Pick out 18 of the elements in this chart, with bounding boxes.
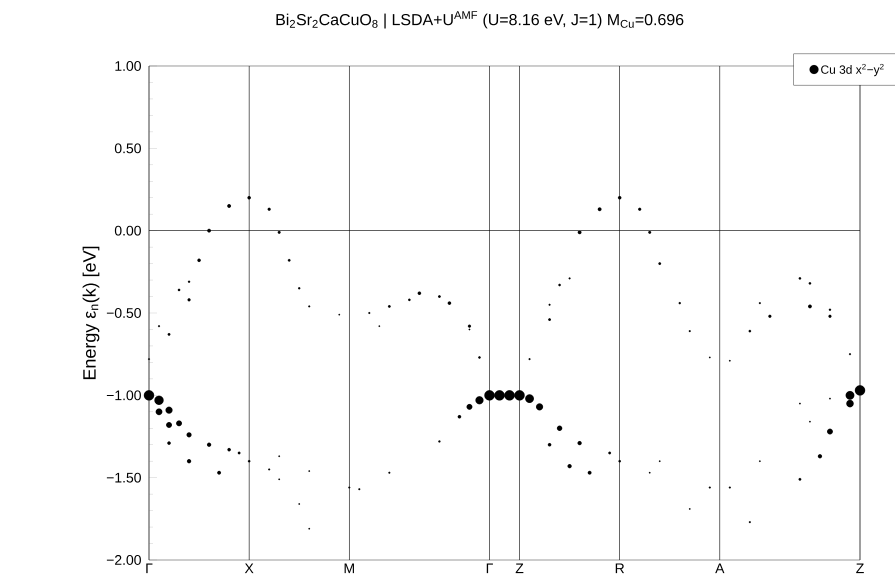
x-tick-label: M	[344, 564, 354, 574]
y-tick-label: 0.00	[114, 226, 141, 236]
y-axis-title: Energy ε$_{n}$(k) [eV]	[82, 246, 100, 380]
x-tick-label: R	[616, 564, 624, 574]
y-tick-label: 0.50	[114, 143, 141, 154]
y-tick-label: −1.50	[106, 472, 141, 483]
x-tick-label: Γ	[146, 564, 152, 574]
y-tick-label: −1.00	[106, 390, 141, 400]
x-tick-label: X	[244, 564, 254, 574]
y-tick-label: 1.00	[115, 61, 141, 71]
x-tick-label: Γ	[486, 564, 493, 574]
y-tick-label: −0.50	[106, 308, 141, 318]
chart-title: Bi$_{2}$Sr$_{2}$CaCuO$_{8}$ | LSDA+U$^{AMF}$ (U=8.16 eV, J=1) M$_{Cu}$=0.696	[276, 11, 684, 28]
x-tick-label: Z	[516, 564, 524, 574]
y-tick-label: −2.00	[106, 555, 141, 565]
x-tick-label: Z	[856, 564, 864, 574]
x-tick-label: A	[715, 564, 724, 574]
legend-label: Cu 3d x$^{2}$−y$^{2}$	[821, 64, 884, 76]
